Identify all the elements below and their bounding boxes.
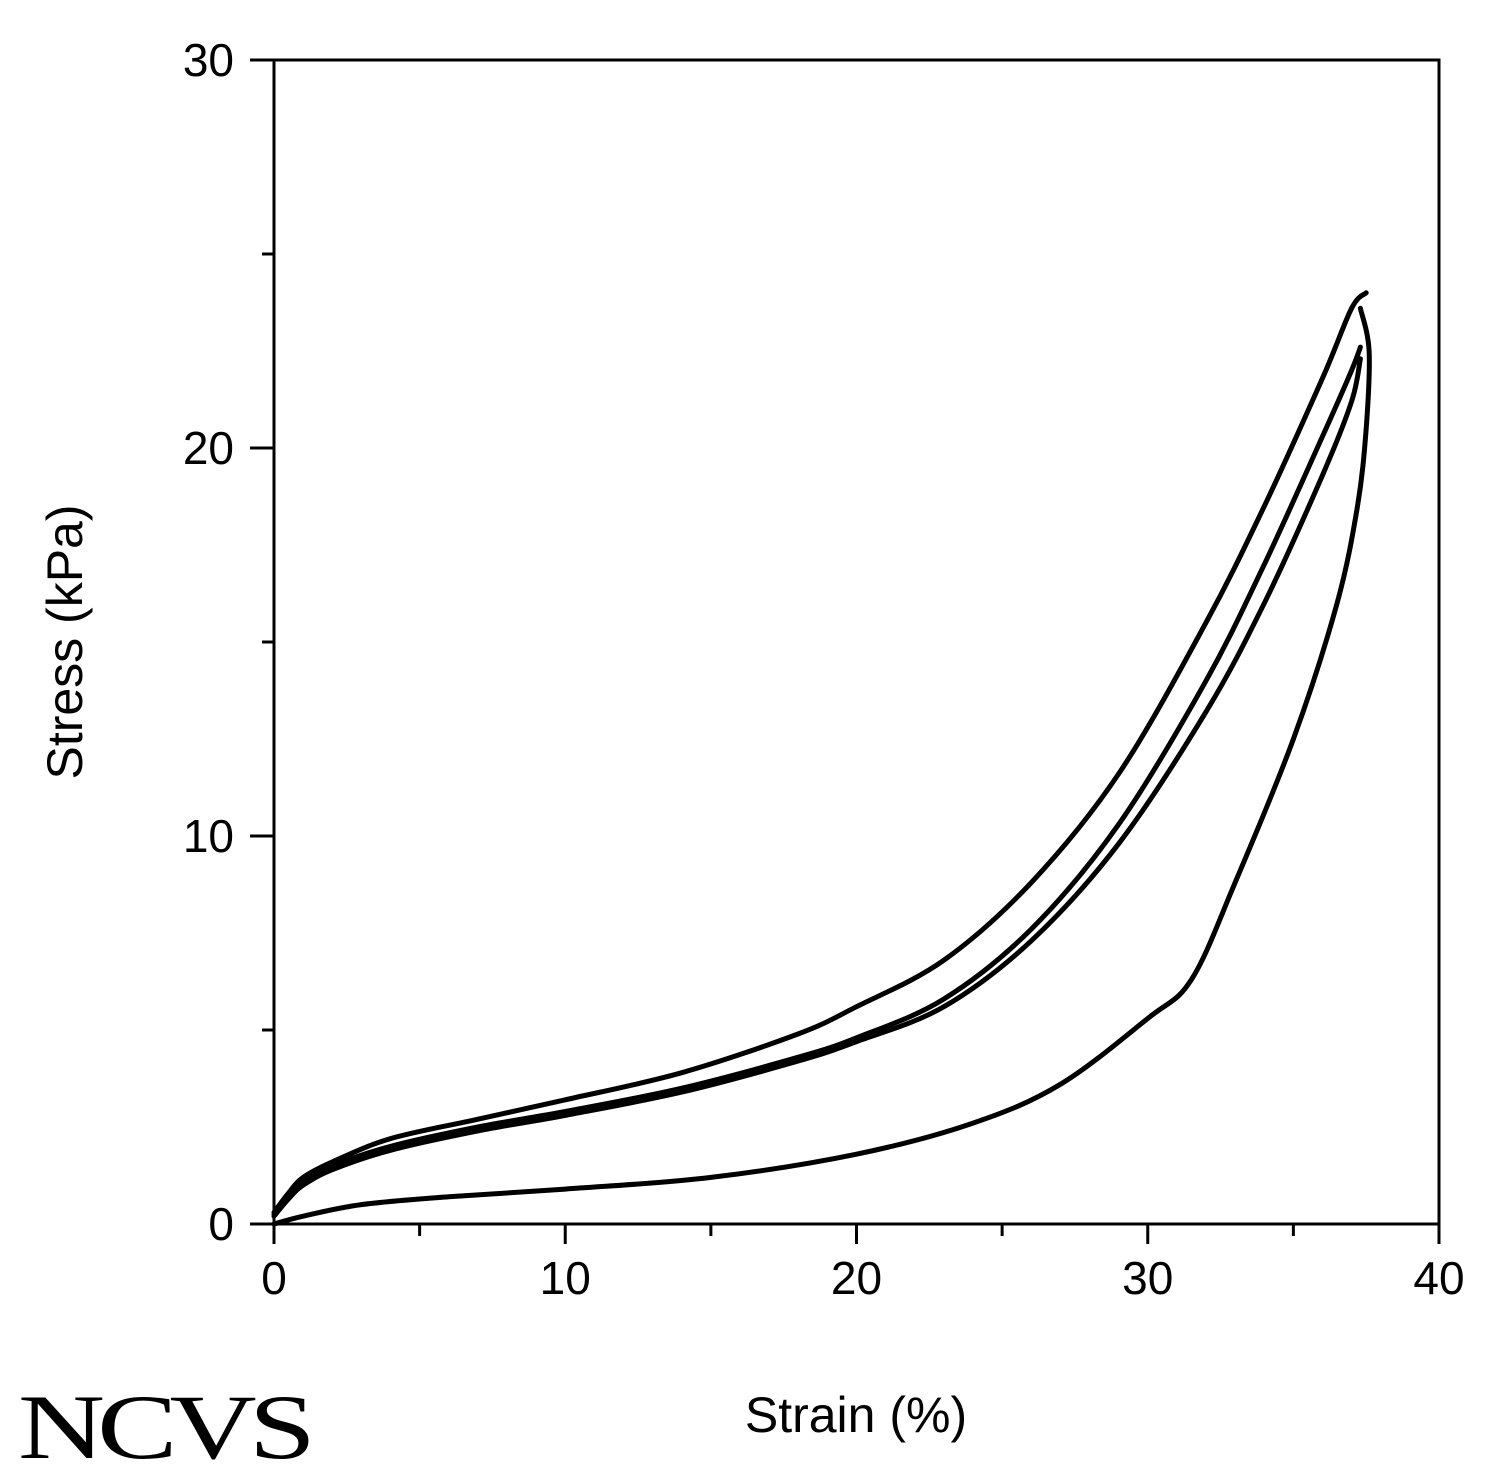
x-tick-label: 40 xyxy=(1413,1252,1464,1304)
x-tick-label: 30 xyxy=(1122,1252,1173,1304)
y-axis-title: Stress (kPa) xyxy=(37,504,93,779)
plot-area xyxy=(272,58,1441,1226)
series-line-4 xyxy=(271,305,1372,1227)
x-axis-title: Strain (%) xyxy=(745,1387,967,1443)
series-line-1 xyxy=(271,290,1369,1215)
series-line-2 xyxy=(271,344,1363,1217)
ncvs-logo: NCVS xyxy=(18,1376,315,1478)
y-tick-label: 20 xyxy=(183,422,234,474)
y-tick-label: 10 xyxy=(183,810,234,862)
series-layer xyxy=(271,290,1372,1227)
x-tick-label: 20 xyxy=(831,1252,882,1304)
series-line-3 xyxy=(271,356,1363,1219)
y-tick-label: 30 xyxy=(183,34,234,86)
axis-ticks: 0 10 20 30 40 0 10 20 30 xyxy=(183,34,1465,1304)
x-tick-label: 10 xyxy=(540,1252,591,1304)
x-tick-label: 0 xyxy=(261,1252,287,1304)
logo-text: NCVS xyxy=(18,1376,309,1478)
y-tick-label: 0 xyxy=(208,1198,234,1250)
